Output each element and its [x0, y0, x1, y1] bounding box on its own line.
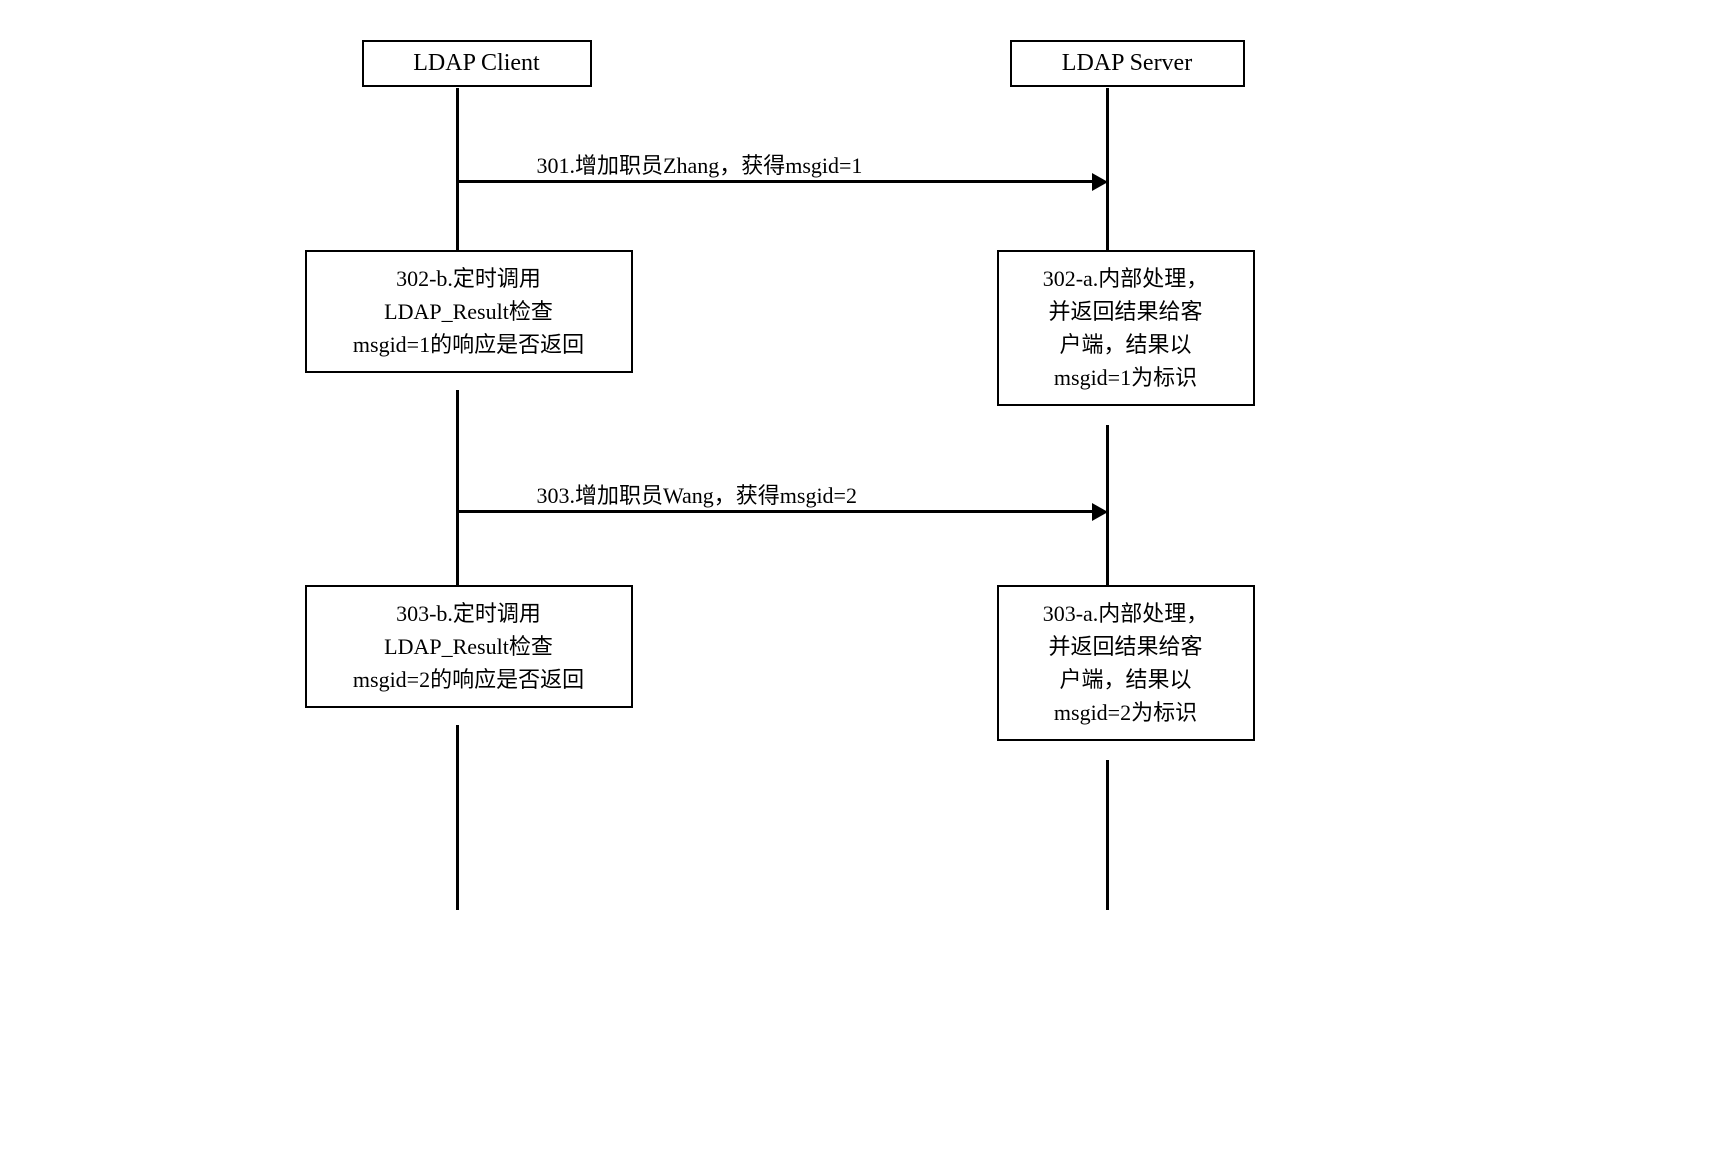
note-302a-line1: 302-a.内部处理， [1011, 262, 1241, 295]
note-303a: 303-a.内部处理， 并返回结果给客 户端，结果以 msgid=2为标识 [997, 585, 1255, 741]
note-303b-line3: msgid=2的响应是否返回 [319, 663, 619, 696]
note-303a-line3: 户端，结果以 [1011, 663, 1241, 696]
note-303a-line1: 303-a.内部处理， [1011, 597, 1241, 630]
message-303-line [459, 510, 1092, 513]
participant-client-label: LDAP Client [413, 50, 539, 76]
note-303b-line2: LDAP_Result检查 [319, 630, 619, 663]
note-302b-line1: 302-b.定时调用 [319, 262, 619, 295]
message-301-line [459, 180, 1092, 183]
sequence-diagram: LDAP Client LDAP Server 301.增加职员Zhang，获得… [277, 40, 1457, 940]
note-302a-line2: 并返回结果给客 [1011, 295, 1241, 328]
note-302b-line3: msgid=1的响应是否返回 [319, 328, 619, 361]
lifeline-server-seg3 [1106, 760, 1109, 910]
note-302a: 302-a.内部处理， 并返回结果给客 户端，结果以 msgid=1为标识 [997, 250, 1255, 406]
message-301-arrowhead [1092, 173, 1108, 191]
note-303b: 303-b.定时调用 LDAP_Result检查 msgid=2的响应是否返回 [305, 585, 633, 708]
note-303b-line1: 303-b.定时调用 [319, 597, 619, 630]
participant-server-label: LDAP Server [1062, 50, 1192, 76]
message-303-arrowhead [1092, 503, 1108, 521]
lifeline-client-seg2 [456, 390, 459, 585]
note-302a-line4: msgid=1为标识 [1011, 361, 1241, 394]
message-303-label: 303.增加职员Wang，获得msgid=2 [537, 478, 857, 510]
lifeline-server-seg1 [1106, 88, 1109, 250]
note-302a-line3: 户端，结果以 [1011, 328, 1241, 361]
message-301-label: 301.增加职员Zhang，获得msgid=1 [537, 148, 863, 180]
lifeline-client-seg3 [456, 725, 459, 910]
lifeline-client-seg1 [456, 88, 459, 250]
note-303a-line4: msgid=2为标识 [1011, 696, 1241, 729]
note-303a-line2: 并返回结果给客 [1011, 630, 1241, 663]
participant-server: LDAP Server [1010, 40, 1245, 87]
note-302b: 302-b.定时调用 LDAP_Result检查 msgid=1的响应是否返回 [305, 250, 633, 373]
participant-client: LDAP Client [362, 40, 592, 87]
note-302b-line2: LDAP_Result检查 [319, 295, 619, 328]
